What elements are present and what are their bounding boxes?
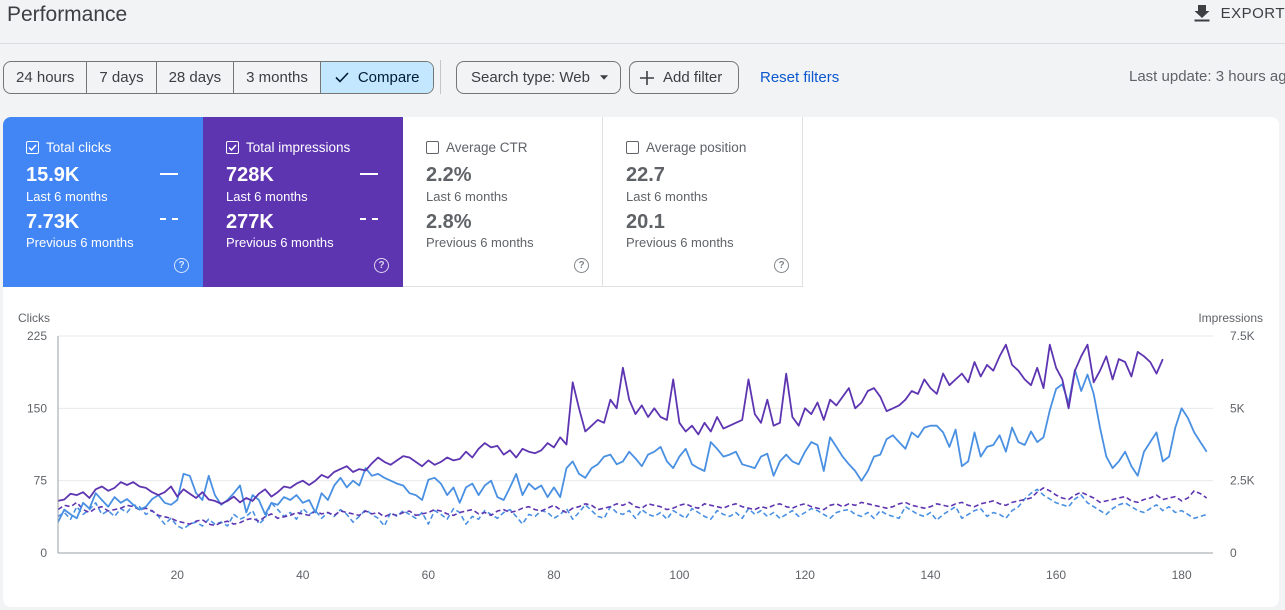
left-axis-title: Clicks xyxy=(18,311,50,325)
help-icon[interactable]: ? xyxy=(774,258,789,273)
check-icon xyxy=(335,72,349,83)
metric-card-average-ctr[interactable]: Average CTR 2.2% Last 6 months 2.8% Prev… xyxy=(403,117,603,287)
metric-previous-value: 277K xyxy=(226,211,274,233)
range-24-hours-button[interactable]: 24 hours xyxy=(4,62,88,93)
help-icon[interactable]: ? xyxy=(174,258,189,273)
x-tick-label: 20 xyxy=(171,568,185,582)
metric-current-label: Last 6 months xyxy=(626,189,708,204)
axes: 0 0 75 2.5K 150 5K 225 7.5K 20 40 60 80 100 120 140 160… xyxy=(27,329,1255,582)
download-icon xyxy=(1193,4,1211,22)
left-tick-label: 75 xyxy=(34,474,48,488)
performance-chart[interactable]: Clicks Impressions 0 0 75 2.5K 150 5K 225 7.5K 2… xyxy=(3,307,1279,607)
dashed-line-legend-icon xyxy=(360,218,378,220)
help-icon[interactable]: ? xyxy=(374,258,389,273)
metric-current-value: 728K xyxy=(226,164,274,186)
grid xyxy=(58,335,1213,554)
range-7-days-button[interactable]: 7 days xyxy=(87,62,157,93)
solid-line-legend-icon xyxy=(160,173,178,175)
metric-previous-label: Previous 6 months xyxy=(626,235,734,250)
metric-previous-value: 20.1 xyxy=(626,211,665,233)
metric-previous-label: Previous 6 months xyxy=(26,235,134,250)
metric-card-average-position[interactable]: Average position 22.7 Last 6 months 20.1… xyxy=(603,117,803,287)
checkbox-checked-icon[interactable] xyxy=(26,141,39,154)
metric-current-value: 22.7 xyxy=(626,164,665,186)
x-tick-label: 100 xyxy=(669,568,689,582)
x-tick-label: 60 xyxy=(422,568,436,582)
metric-previous-value: 2.8% xyxy=(426,211,472,233)
metric-label: Total impressions xyxy=(246,140,351,155)
right-tick-label: 5K xyxy=(1230,401,1245,415)
metric-current-value: 2.2% xyxy=(426,164,472,186)
metric-label: Average CTR xyxy=(446,140,528,155)
x-tick-label: 160 xyxy=(1046,568,1066,582)
search-type-dropdown[interactable]: Search type: Web xyxy=(456,61,621,94)
range-3-months-button[interactable]: 3 months xyxy=(234,62,321,93)
filter-toolbar: 24 hours 7 days 28 days 3 months Compare… xyxy=(0,60,1285,95)
checkbox-unchecked-icon[interactable] xyxy=(626,141,639,154)
export-button[interactable]: EXPORT xyxy=(1193,4,1285,22)
left-tick-label: 0 xyxy=(40,546,47,560)
series-line-impressions xyxy=(57,343,1164,505)
search-type-label: Search type: Web xyxy=(471,69,590,86)
add-filter-label: Add filter xyxy=(663,69,723,86)
metric-current-label: Last 6 months xyxy=(26,189,108,204)
help-icon[interactable]: ? xyxy=(574,258,589,273)
x-tick-label: 40 xyxy=(296,568,310,582)
metric-previous-value: 7.73K xyxy=(26,211,80,233)
page-header: Performance EXPORT xyxy=(0,0,1285,44)
metric-previous-label: Previous 6 months xyxy=(226,235,334,250)
caret-down-icon xyxy=(599,75,608,80)
metric-current-label: Last 6 months xyxy=(426,189,508,204)
page-title: Performance xyxy=(7,3,128,26)
x-tick-label: 80 xyxy=(547,568,561,582)
x-tick-label: 180 xyxy=(1172,568,1192,582)
compare-button[interactable]: Compare xyxy=(320,62,433,93)
solid-line-legend-icon xyxy=(360,173,378,175)
reset-filters-link[interactable]: Reset filters xyxy=(760,69,840,86)
toolbar-divider xyxy=(440,60,441,94)
date-range-selector: 24 hours 7 days 28 days 3 months Compare xyxy=(3,61,434,94)
right-tick-label: 2.5K xyxy=(1230,474,1255,488)
metric-label: Total clicks xyxy=(46,140,112,155)
compare-label: Compare xyxy=(357,69,420,86)
x-tick-label: 140 xyxy=(921,568,941,582)
left-tick-label: 150 xyxy=(27,401,47,415)
last-update-text: Last update: 3 hours ag xyxy=(1129,68,1285,85)
performance-card: Total clicks 15.9K Last 6 months 7.73K P… xyxy=(3,117,1279,607)
metric-label: Average position xyxy=(646,140,747,155)
checkbox-unchecked-icon[interactable] xyxy=(426,141,439,154)
range-28-days-button[interactable]: 28 days xyxy=(157,62,235,93)
metric-current-label: Last 6 months xyxy=(226,189,308,204)
metric-current-value: 15.9K xyxy=(26,164,80,186)
metric-previous-label: Previous 6 months xyxy=(426,235,534,250)
series-line-impressions-previous xyxy=(57,487,1208,527)
performance-chart-svg[interactable]: Clicks Impressions 0 0 75 2.5K 150 5K 225 7.5K 2… xyxy=(3,307,1279,607)
add-filter-button[interactable]: Add filter xyxy=(629,61,739,94)
export-label: EXPORT xyxy=(1220,4,1285,22)
metric-card-total-impressions[interactable]: Total impressions 728K Last 6 months 277… xyxy=(203,117,403,287)
right-tick-label: 0 xyxy=(1230,546,1237,560)
dashed-line-legend-icon xyxy=(160,218,178,220)
right-tick-label: 7.5K xyxy=(1230,329,1255,343)
series-line-clicks-previous xyxy=(57,488,1207,530)
series-line-clicks xyxy=(57,368,1208,523)
left-tick-label: 225 xyxy=(27,329,47,343)
x-tick-label: 120 xyxy=(795,568,815,582)
checkbox-checked-icon[interactable] xyxy=(226,141,239,154)
plus-icon xyxy=(640,70,654,85)
series xyxy=(57,343,1208,530)
right-axis-title: Impressions xyxy=(1198,311,1263,325)
metric-card-total-clicks[interactable]: Total clicks 15.9K Last 6 months 7.73K P… xyxy=(3,117,203,287)
